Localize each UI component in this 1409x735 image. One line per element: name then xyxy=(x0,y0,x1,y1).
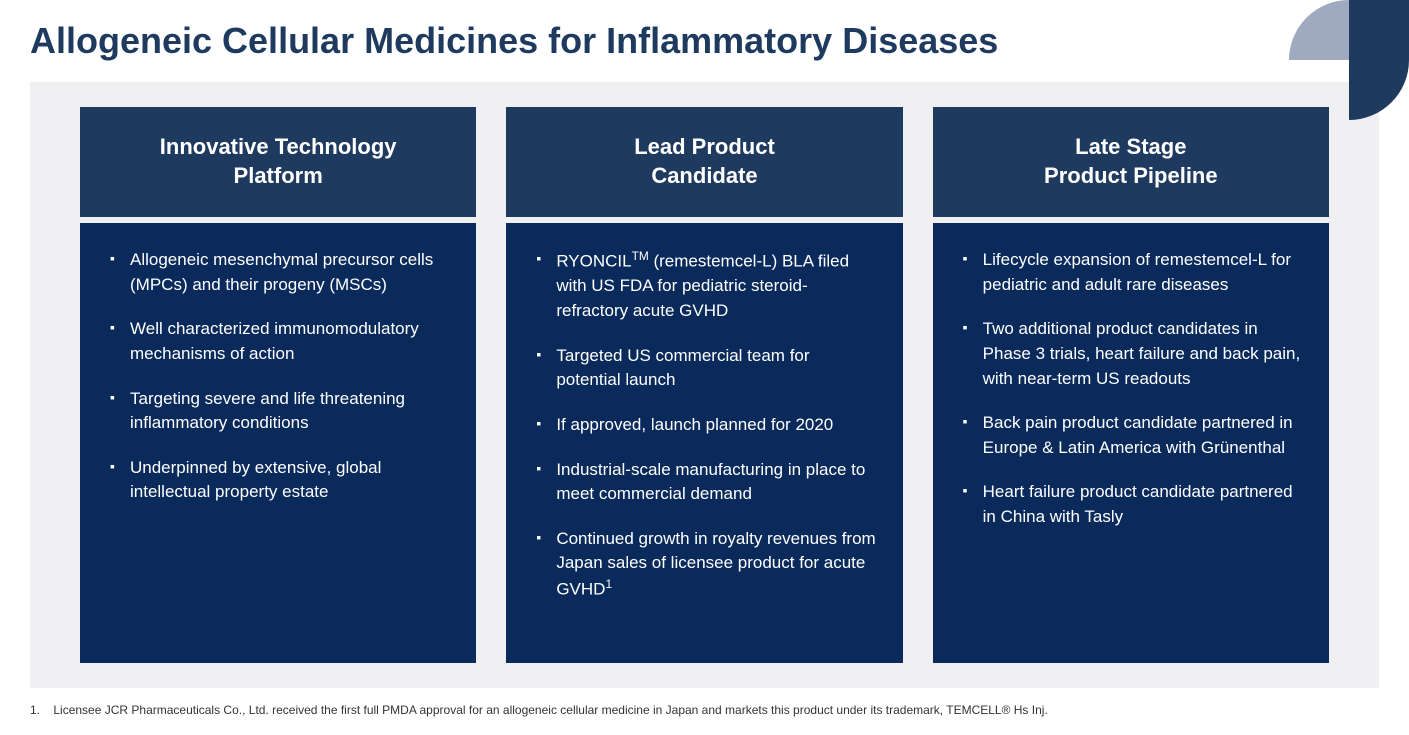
list-item: Targeting severe and life threatening in… xyxy=(110,387,451,436)
column-body: Allogeneic mesenchymal precursor cells (… xyxy=(80,223,476,663)
column-tech-platform: Innovative TechnologyPlatform Allogeneic… xyxy=(80,107,476,663)
list-item: Two additional product candidates in Pha… xyxy=(963,317,1304,391)
bullet-list: RYONCILTM (remestemcel-L) BLA filed with… xyxy=(536,248,877,602)
list-item: RYONCILTM (remestemcel-L) BLA filed with… xyxy=(536,248,877,324)
column-header: Innovative TechnologyPlatform xyxy=(80,107,476,217)
bullet-list: Lifecycle expansion of remestemcel-L for… xyxy=(963,248,1304,530)
bullet-list: Allogeneic mesenchymal precursor cells (… xyxy=(110,248,451,505)
column-body: RYONCILTM (remestemcel-L) BLA filed with… xyxy=(506,223,902,663)
columns-container: Innovative TechnologyPlatform Allogeneic… xyxy=(80,107,1329,663)
column-lead-product: Lead ProductCandidate RYONCILTM (remeste… xyxy=(506,107,902,663)
list-item: Back pain product candidate partnered in… xyxy=(963,411,1304,460)
footnote-text: Licensee JCR Pharmaceuticals Co., Ltd. r… xyxy=(53,703,1047,717)
list-item: Industrial-scale manufacturing in place … xyxy=(536,458,877,507)
column-pipeline: Late StageProduct Pipeline Lifecycle exp… xyxy=(933,107,1329,663)
column-header: Late StageProduct Pipeline xyxy=(933,107,1329,217)
footnote-number: 1. xyxy=(30,703,40,717)
list-item: Well characterized immunomodulatory mech… xyxy=(110,317,451,366)
list-item: Continued growth in royalty revenues fro… xyxy=(536,527,877,603)
list-item: Heart failure product candidate partnere… xyxy=(963,480,1304,529)
list-item: If approved, launch planned for 2020 xyxy=(536,413,877,438)
list-item: Allogeneic mesenchymal precursor cells (… xyxy=(110,248,451,297)
list-item: Underpinned by extensive, global intelle… xyxy=(110,456,451,505)
list-item: Lifecycle expansion of remestemcel-L for… xyxy=(963,248,1304,297)
company-logo-icon xyxy=(1289,0,1409,120)
list-item: Targeted US commercial team for potentia… xyxy=(536,344,877,393)
footnote: 1. Licensee JCR Pharmaceuticals Co., Ltd… xyxy=(0,688,1409,717)
column-header: Lead ProductCandidate xyxy=(506,107,902,217)
page-title: Allogeneic Cellular Medicines for Inflam… xyxy=(0,0,1409,62)
column-body: Lifecycle expansion of remestemcel-L for… xyxy=(933,223,1329,663)
content-area: Innovative TechnologyPlatform Allogeneic… xyxy=(30,82,1379,688)
